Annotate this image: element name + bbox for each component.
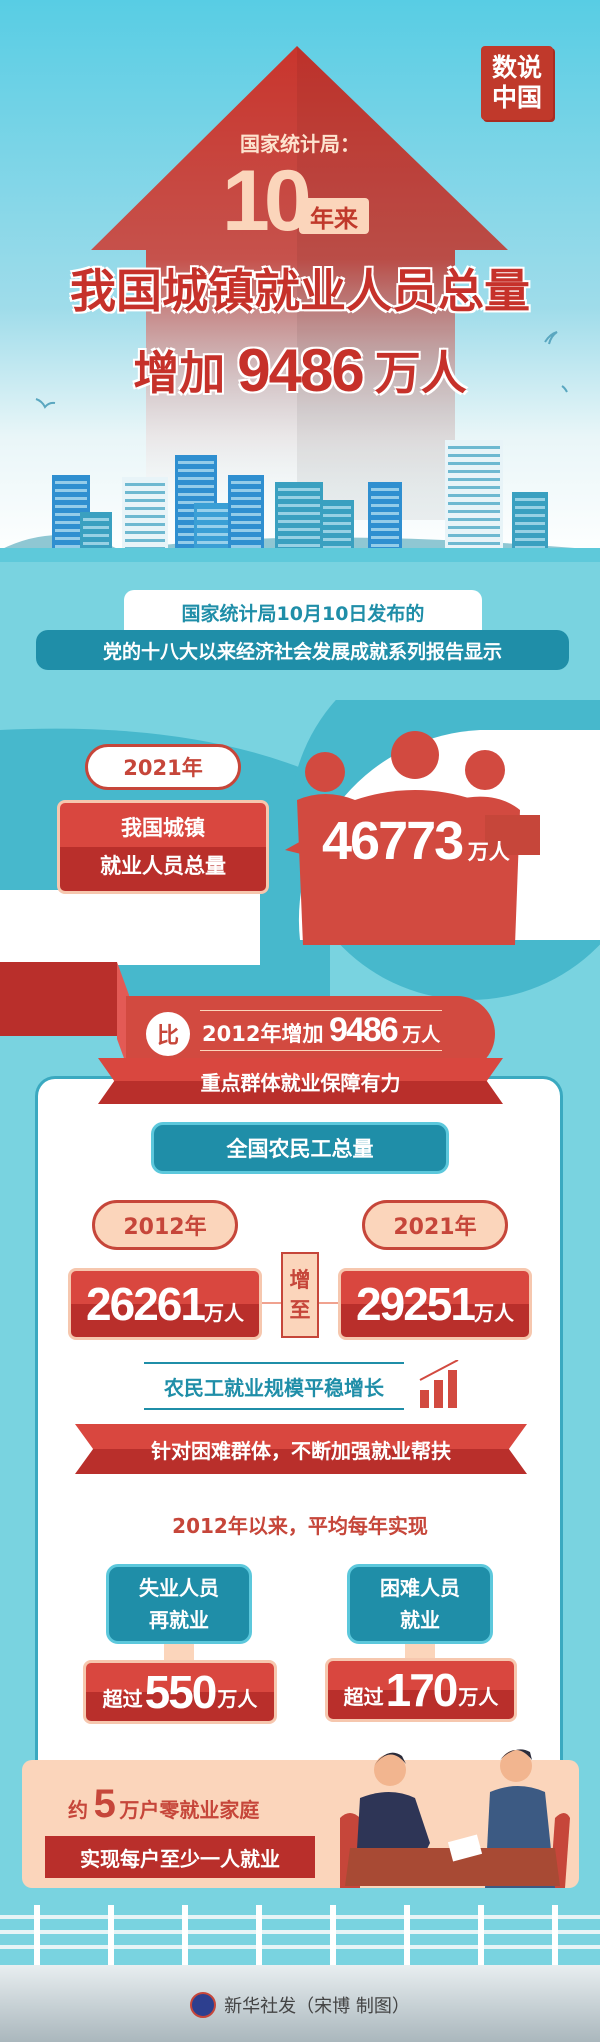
household-line1: 约 5 万户零就业家庭	[68, 1782, 259, 1827]
compare-text: 2012年增加 9486 万人	[200, 1010, 443, 1051]
migrant-title: 全国农民工总量	[151, 1122, 449, 1174]
card-unit: 万人	[458, 1684, 499, 1709]
increase-to-char2: 至	[289, 1298, 311, 1322]
building	[275, 482, 323, 555]
intro-line2: 党的十八大以来经济社会发展成就系列报告显示	[36, 630, 569, 670]
increase-to-char1: 增	[289, 1268, 311, 1292]
trend-text: 农民工就业规模平稳增长	[144, 1362, 404, 1410]
fence-post	[108, 1905, 114, 1965]
fence-post	[256, 1905, 262, 1965]
card-connector	[405, 1644, 435, 1662]
card-value: 550	[144, 1666, 218, 1718]
headline-unit: 万人	[374, 346, 467, 400]
fence-post	[34, 1905, 40, 1965]
bar-growth-icon	[419, 1360, 459, 1408]
total-value-unit: 万人	[467, 840, 510, 864]
footer-credit-text: 新华社发（宋博 制图）	[224, 1996, 410, 2017]
card-label-line2: 就业	[400, 1608, 440, 1632]
since-text: 2012年以来，平均每年实现	[172, 1514, 428, 1538]
increase-to-box: 增 至	[281, 1252, 319, 1338]
workers-silhouette-illustration	[285, 731, 540, 945]
household-text: 万户零就业家庭	[119, 1798, 260, 1822]
seal-text-line2: 中国	[491, 83, 542, 112]
year-to-pill: 2021年	[362, 1200, 508, 1250]
fence-post	[478, 1905, 484, 1965]
section-title-ribbon: 重点群体就业保障有力	[98, 1058, 503, 1104]
years-label: 年来	[299, 198, 369, 234]
city-skyline-illustration	[0, 440, 600, 560]
card-prefix: 超过	[343, 1684, 384, 1709]
groups-card	[35, 1076, 563, 1766]
household-line2: 实现每户至少一人就业	[45, 1836, 315, 1878]
ribbon-fold	[0, 962, 117, 1036]
total-value-number: 46773	[322, 811, 464, 871]
card-connector	[164, 1644, 194, 1662]
compare-label: 2012年增加	[202, 1022, 324, 1046]
headline-line1: 我国城镇就业人员总量	[70, 264, 530, 318]
total-value: 46773 万人	[322, 810, 510, 872]
household-prefix: 约	[68, 1798, 88, 1822]
value-from-unit: 万人	[203, 1300, 244, 1325]
birds-icon	[35, 331, 568, 409]
footer-ground	[0, 1965, 600, 2042]
total-year-pill: 2021年	[85, 744, 241, 790]
value-from-box: 26261 万人	[68, 1268, 262, 1340]
ground-strip	[0, 548, 600, 562]
household-value: 5	[93, 1782, 116, 1826]
headline-increase: 增加	[133, 346, 226, 400]
card-difficult-value: 超过 170 万人	[325, 1658, 517, 1722]
card-unit: 万人	[217, 1686, 258, 1711]
compare-prefix-badge: 比	[146, 1012, 190, 1056]
building	[320, 500, 354, 555]
building	[368, 482, 402, 555]
up-arrow-graphic	[91, 46, 508, 520]
value-to-unit: 万人	[473, 1300, 514, 1325]
source-label: 国家统计局：	[240, 132, 360, 156]
card-prefix: 超过	[102, 1686, 143, 1711]
year-from-pill: 2012年	[92, 1200, 238, 1250]
support-title-ribbon: 针对困难群体，不断加强就业帮扶	[75, 1424, 527, 1474]
years-number: 10	[222, 153, 312, 249]
fence-post	[552, 1905, 558, 1965]
card-reemployment-value: 超过 550 万人	[83, 1660, 277, 1724]
card-label-line1: 困难人员	[380, 1576, 460, 1600]
footer-credit: 新华社发（宋博 制图）	[0, 1990, 600, 2020]
fence-post	[182, 1905, 188, 1965]
compare-value: 9486	[329, 1011, 399, 1049]
compare-unit: 万人	[402, 1024, 441, 1046]
total-label-line2: 就业人员总量	[100, 854, 226, 878]
building	[445, 440, 503, 555]
card-value: 170	[385, 1664, 459, 1716]
headline-line2: 增加 9486 万人	[0, 337, 600, 404]
value-to-box: 29251 万人	[338, 1268, 532, 1340]
fence-illustration	[0, 1905, 600, 1965]
fence-post	[404, 1905, 410, 1965]
value-from: 26261	[86, 1278, 206, 1330]
headline-value: 9486	[237, 336, 364, 404]
handshake-meeting-illustration	[340, 1749, 570, 1888]
card-reemployment-label: 失业人员 再就业	[106, 1564, 252, 1644]
card-label-line1: 失业人员	[139, 1576, 219, 1600]
total-label-line1: 我国城镇	[121, 816, 205, 840]
card-label-line2: 再就业	[149, 1608, 209, 1632]
value-to: 29251	[356, 1278, 476, 1330]
shuoshuo-zhongguo-seal-logo: 数说 中国	[481, 46, 553, 120]
card-difficult-label: 困难人员 就业	[347, 1564, 493, 1644]
fence-post	[330, 1905, 336, 1965]
seal-text-line1: 数说	[491, 53, 542, 82]
total-label-box: 我国城镇 就业人员总量	[57, 800, 269, 894]
intro-line1: 国家统计局10月10日发布的	[124, 590, 482, 634]
xinhua-logo-icon	[190, 1992, 217, 2018]
